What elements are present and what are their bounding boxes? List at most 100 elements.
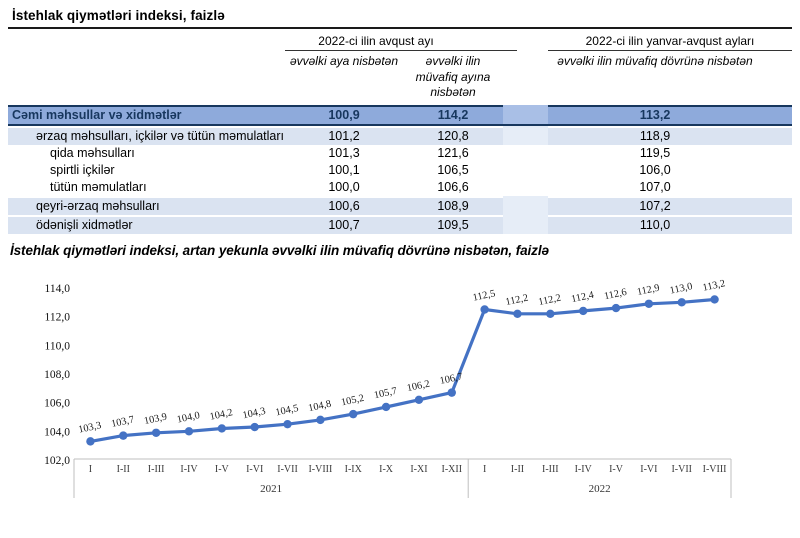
x-axis-label: I-VI — [640, 464, 657, 475]
header-spacer — [8, 51, 285, 105]
row-value: 120,8 — [437, 128, 469, 143]
y-axis-tick: 104,0 — [44, 426, 70, 438]
data-point-label: 112,6 — [603, 287, 628, 302]
x-axis-label: I-IX — [345, 464, 363, 475]
row-label: qida məhsulları — [50, 145, 135, 160]
data-point-marker — [381, 402, 391, 411]
line-series — [88, 297, 717, 443]
row-value: 119,5 — [639, 145, 671, 160]
y-axis-tick: 110,0 — [45, 340, 71, 352]
data-point-marker — [677, 297, 686, 307]
header-spacer — [8, 29, 285, 51]
x-axis-label: I-VIII — [703, 464, 727, 475]
row-value: 107,2 — [639, 198, 671, 213]
data-point-label: 105,7 — [373, 386, 398, 402]
row-value: 108,9 — [437, 198, 469, 213]
data-point-marker — [611, 303, 621, 313]
data-point-label: 112,5 — [472, 288, 497, 303]
header-gap — [503, 51, 548, 105]
x-axis-label: I-IV — [180, 464, 198, 475]
page-title: İstehlak qiymətləri indeksi, faizlə — [8, 5, 792, 29]
col-group-jan-august: 2022-ci ilin yanvar-avqust ayları — [548, 29, 792, 51]
row-value: 106,5 — [437, 162, 469, 177]
y-axis-tick: 112,0 — [45, 311, 71, 323]
row-value: 106,0 — [639, 162, 671, 177]
data-point-label: 113,0 — [669, 281, 694, 296]
y-axis-tick: 106,0 — [44, 397, 70, 409]
row-value: 100,9 — [328, 107, 360, 122]
data-point-label: 103,9 — [143, 411, 168, 427]
x-axis-label: I-X — [379, 464, 394, 475]
row-value: 106,6 — [437, 179, 469, 194]
data-point-label: 105,2 — [340, 393, 365, 409]
subheader-prev-year-period: əvvəlki ilin müvafiq dövrünə nisbətən — [557, 54, 753, 68]
data-point-marker — [447, 388, 456, 397]
y-axis-tick: 108,0 — [44, 369, 70, 381]
x-axis-label: I — [89, 464, 92, 475]
data-point-marker — [480, 305, 489, 314]
data-point-label: 103,3 — [77, 420, 102, 436]
data-point-marker — [414, 395, 424, 404]
table-row: spirtli içkilər 100,1 106,5 106,0 — [8, 161, 792, 179]
data-point-marker — [349, 409, 358, 419]
data-point-marker — [86, 436, 95, 446]
x-axis-label: I — [483, 464, 486, 475]
year-label: 2021 — [260, 483, 282, 495]
x-axis-label: I-V — [609, 464, 624, 475]
data-point-marker — [546, 309, 555, 318]
x-axis-label: I-III — [542, 464, 559, 475]
row-gap-cell — [503, 104, 548, 124]
row-gap-cell — [503, 125, 548, 145]
data-point-marker — [578, 306, 588, 315]
row-value: 100,0 — [328, 179, 360, 194]
x-axis-label: I-IV — [575, 464, 593, 475]
data-point-label: 104,3 — [242, 406, 267, 422]
row-value: 114,2 — [437, 107, 469, 122]
data-point-label: 106,7 — [439, 371, 464, 387]
data-point-label: 112,9 — [636, 282, 661, 297]
row-gap-cell — [503, 214, 548, 234]
data-point-marker — [217, 424, 227, 433]
header-gap — [517, 29, 548, 51]
row-value: 113,2 — [639, 107, 671, 122]
table-row: qeyri-ərzaq məhsulları 100,6 108,9 107,2 — [8, 195, 792, 215]
row-value: 110,0 — [639, 217, 671, 232]
table-row: qida məhsulları 101,3 121,6 119,5 — [8, 144, 792, 162]
table-row: tütün məmulatları 100,0 106,6 107,0 — [8, 178, 792, 196]
table-row: ödənişli xidmətlər 100,7 109,5 110,0 — [8, 214, 792, 234]
row-value: 121,6 — [437, 145, 469, 160]
data-point-marker — [644, 299, 654, 308]
y-axis-tick: 102,0 — [44, 455, 70, 467]
row-label: Cəmi məhsullar və xidmətlər — [12, 107, 182, 122]
row-value: 101,3 — [328, 145, 360, 160]
row-gap-cell — [503, 177, 548, 179]
row-value: 100,7 — [328, 217, 360, 232]
x-axis-label: I-II — [117, 464, 130, 475]
row-gap-cell — [503, 160, 548, 162]
row-label: tütün məmulatları — [50, 179, 147, 194]
subheader-prev-month: əvvəlki aya nisbətən — [289, 54, 399, 68]
row-value: 107,0 — [639, 179, 671, 194]
data-point-label: 112,2 — [505, 292, 530, 307]
data-point-label: 112,2 — [538, 292, 563, 307]
table-header-groups: 2022-ci ilin avqust ayı 2022-ci ilin yan… — [8, 29, 792, 51]
x-axis-label: I-II — [511, 464, 524, 475]
data-point-label: 113,2 — [702, 278, 727, 293]
x-axis-label: I-VI — [246, 464, 263, 475]
table-row: ərzaq məhsulları, içkilər və tütün məmul… — [8, 125, 792, 145]
year-label: 2022 — [589, 483, 611, 495]
data-point-marker — [119, 431, 128, 440]
x-axis-label: I-VIII — [308, 464, 332, 475]
row-value: 118,9 — [639, 128, 671, 143]
subheader-prev-year-month: əvvəlki ilin müvafiq ayına nisbətən — [415, 54, 491, 100]
col-group-august: 2022-ci ilin avqust ayı — [285, 29, 517, 51]
row-label: qeyri-ərzaq məhsulları — [36, 198, 160, 213]
x-axis-label: I-III — [148, 464, 165, 475]
row-value: 109,5 — [437, 217, 469, 232]
row-label: ərzaq məhsulları, içkilər və tütün məmul… — [36, 128, 285, 143]
row-value: 100,1 — [328, 162, 360, 177]
data-point-marker — [250, 422, 259, 432]
x-axis-label: I-VII — [277, 464, 298, 475]
row-value: 100,6 — [328, 198, 360, 213]
x-axis-label: I-VII — [671, 464, 692, 475]
